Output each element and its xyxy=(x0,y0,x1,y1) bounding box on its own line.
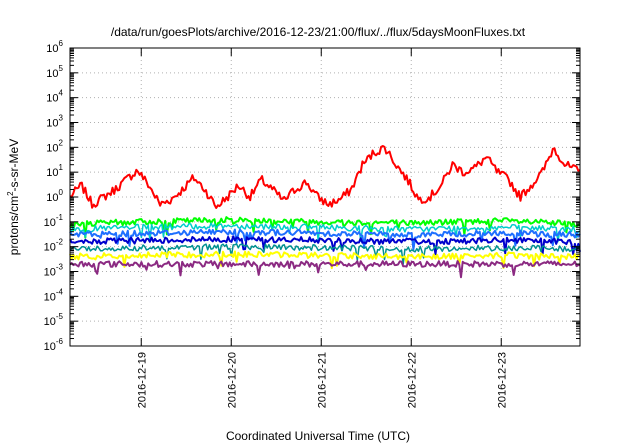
y-axis-label-exponent: 2 xyxy=(6,191,15,196)
y-tick-exponent: 0 xyxy=(59,188,64,197)
y-tick-label: 101 xyxy=(46,163,63,179)
y-tick-base: 10 xyxy=(46,192,58,204)
y-tick-label: 10-4 xyxy=(44,287,64,303)
y-tick-base: 10 xyxy=(46,118,58,130)
y-tick-label: 105 xyxy=(46,64,63,80)
y-tick-base: 10 xyxy=(44,242,56,254)
series-line xyxy=(69,222,581,243)
grid xyxy=(70,48,580,346)
y-tick-label: 100 xyxy=(46,188,63,204)
y-tick-base: 10 xyxy=(46,93,58,105)
series-line xyxy=(69,250,581,270)
y-tick-exponent: -1 xyxy=(56,213,64,222)
y-tick-label: 104 xyxy=(46,89,63,105)
y-tick-exponent: -2 xyxy=(56,238,64,247)
y-tick-label: 10-3 xyxy=(44,263,64,279)
y-tick-base: 10 xyxy=(46,68,58,80)
y-tick-base: 10 xyxy=(46,167,58,179)
x-tick-label: 2016-12-19 xyxy=(136,352,148,408)
y-tick-exponent: 1 xyxy=(59,163,64,172)
y-tick-exponent: 4 xyxy=(59,89,64,98)
x-tick-label: 2016-12-21 xyxy=(316,352,328,408)
y-tick-exponent: -5 xyxy=(56,312,64,321)
x-tick-label: 2016-12-22 xyxy=(406,352,418,408)
y-tick-base: 10 xyxy=(44,291,56,303)
y-tick-label: 106 xyxy=(46,39,63,55)
y-tick-exponent: -3 xyxy=(56,263,64,272)
series-group xyxy=(69,145,581,279)
y-tick-exponent: 5 xyxy=(59,64,64,73)
y-tick-base: 10 xyxy=(46,142,58,154)
y-tick-label: 10-6 xyxy=(44,337,64,353)
y-tick-base: 10 xyxy=(44,316,56,328)
x-tick-label: 2016-12-20 xyxy=(226,352,238,408)
chart-title: /data/run/goesPlots/archive/2016-12-23/2… xyxy=(111,25,526,39)
series-line xyxy=(69,145,581,209)
y-axis-label: protons/cm2-s-sr-MeV xyxy=(6,139,21,255)
y-tick-label: 10-5 xyxy=(44,312,64,328)
y-axis: 10-610-510-410-310-210-11001011021031041… xyxy=(44,39,580,353)
y-tick-base: 10 xyxy=(44,217,56,229)
y-tick-base: 10 xyxy=(44,267,56,279)
y-tick-exponent: -4 xyxy=(56,287,64,296)
x-tick-label: 2016-12-23 xyxy=(496,352,508,408)
y-axis-label-suffix: -s-sr-MeV xyxy=(7,139,21,192)
y-tick-label: 10-1 xyxy=(44,213,64,229)
y-tick-exponent: 2 xyxy=(59,138,64,147)
y-tick-exponent: 3 xyxy=(59,114,64,123)
y-tick-label: 10-2 xyxy=(44,238,64,254)
y-tick-label: 103 xyxy=(46,114,63,130)
series-line xyxy=(69,260,581,279)
x-axis-label: Coordinated Universal Time (UTC) xyxy=(226,429,410,443)
y-tick-exponent: 6 xyxy=(59,39,64,48)
series-line xyxy=(69,228,581,251)
series-line xyxy=(69,235,581,256)
series-line xyxy=(69,243,581,265)
y-tick-base: 10 xyxy=(44,341,56,353)
y-axis-label-prefix: protons/cm xyxy=(7,196,21,255)
x-axis: 2016-12-19 2016-12-20 2016-12-21 2016-12-22… xyxy=(136,48,508,408)
series-line xyxy=(69,216,581,239)
y-tick-label: 102 xyxy=(46,138,63,154)
y-tick-base: 10 xyxy=(46,43,58,55)
y-tick-exponent: -6 xyxy=(56,337,64,346)
